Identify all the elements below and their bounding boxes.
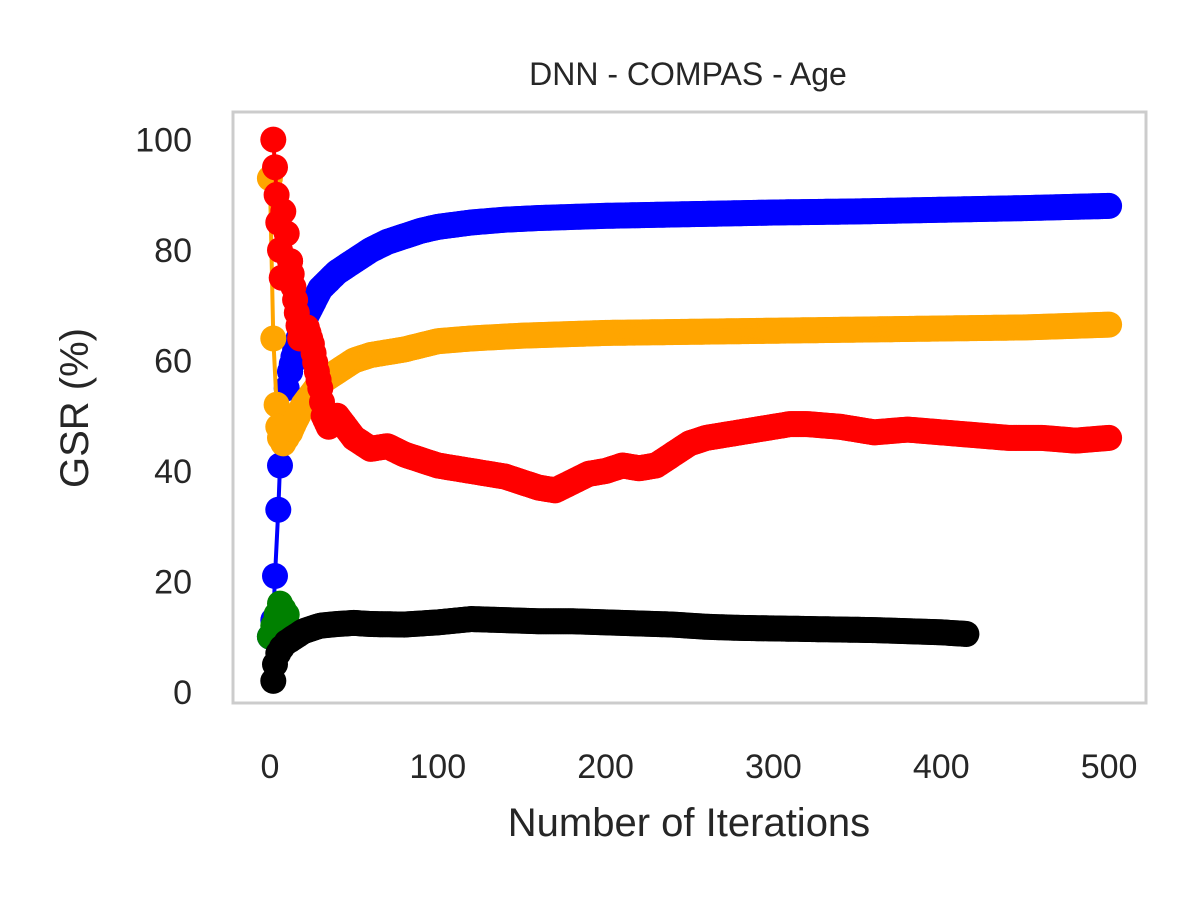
- x-tick-label-0: 0: [260, 748, 279, 786]
- x-tick-label-5: 500: [1081, 748, 1138, 786]
- y-tick-labels: 0 20 40 60 80 100: [135, 122, 192, 712]
- y-tick-label-2: 40: [154, 453, 192, 491]
- series-3: [256, 590, 300, 650]
- series-0-point-2: [262, 563, 288, 589]
- series-0-point-3: [265, 496, 292, 523]
- chart-title: DNN - COMPAS - Age: [529, 56, 847, 92]
- y-tick-label-5: 100: [135, 122, 192, 160]
- series-0-line: [267, 203, 1110, 638]
- x-tick-label-4: 400: [913, 748, 970, 786]
- y-axis-label: GSR (%): [53, 328, 97, 488]
- series-0-point-4: [267, 452, 293, 479]
- series-2-point-6: [270, 198, 297, 225]
- series-1-marker: [1096, 311, 1123, 338]
- series-0-marker: [1096, 192, 1123, 219]
- x-tick-labels: 0 100 200 300 400 500: [260, 748, 1137, 786]
- series-1: [256, 165, 1123, 457]
- series-0: [256, 192, 1123, 650]
- y-tick-label-3: 60: [154, 343, 192, 381]
- series-2-marker: [1096, 424, 1123, 451]
- x-axis-label: Number of Iterations: [508, 801, 870, 845]
- y-tick-label-1: 20: [154, 563, 192, 601]
- series-2-point-1: [262, 154, 288, 181]
- y-tick-label-4: 80: [154, 232, 192, 270]
- y-tick-label-0: 0: [173, 674, 192, 712]
- series-1-point-2: [263, 391, 290, 418]
- x-tick-label-3: 300: [745, 748, 802, 786]
- series-2-point-7: [273, 220, 300, 247]
- series-layer: [256, 126, 1123, 694]
- series-2: [260, 126, 1123, 504]
- plot-frame: [231, 110, 1148, 705]
- series-2-point-0: [260, 126, 287, 153]
- x-tick-label-2: 200: [577, 748, 634, 786]
- series-3-point-5: [273, 601, 300, 628]
- series-4-marker: [953, 621, 980, 647]
- series-4: [260, 606, 980, 694]
- x-tick-label-1: 100: [409, 748, 466, 786]
- series-1-point-1: [260, 325, 287, 352]
